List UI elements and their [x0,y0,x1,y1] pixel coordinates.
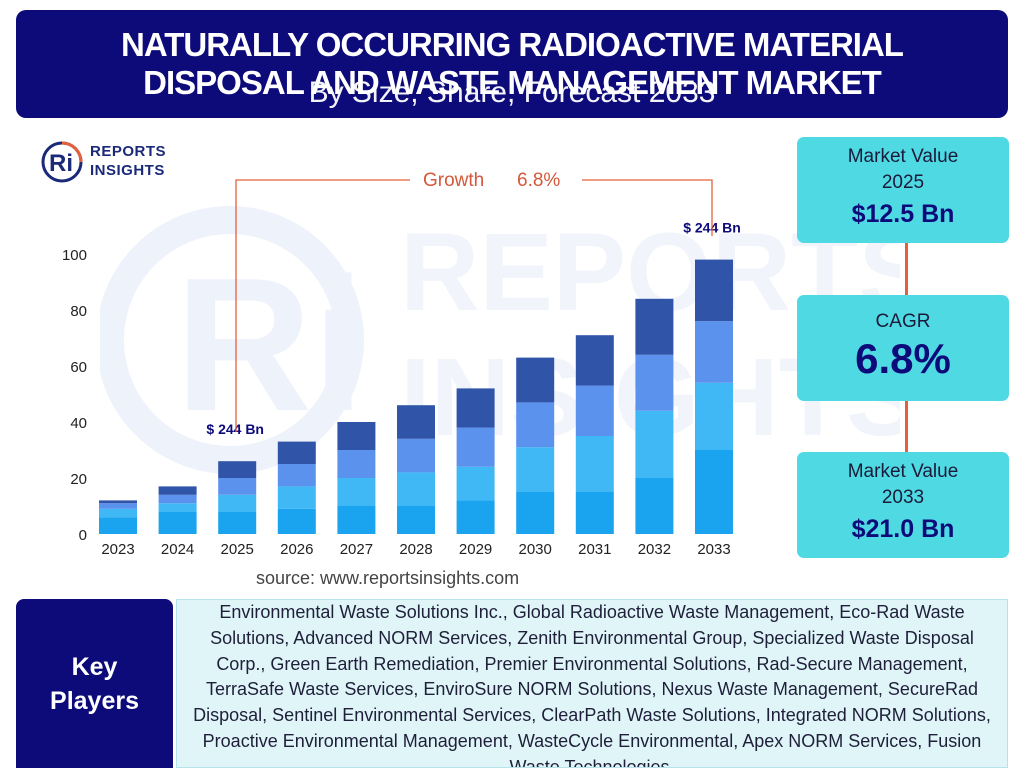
bar-2028-segment-2 [397,472,435,506]
bar-2025-segment-4 [218,461,257,478]
bars-group [99,259,733,534]
bar-2027-segment-1 [337,506,376,534]
growth-line-right [582,179,713,236]
y-tick-label-4: 80 [70,303,87,320]
x-tick-label-2025: 2025 [221,541,254,558]
y-tick-label-1: 20 [70,471,87,488]
bar-2027-segment-3 [337,450,376,478]
bar-2029-segment-1 [456,500,495,534]
bar-2032-segment-1 [635,478,674,534]
logo-text-insights: INSIGHTS [90,162,165,179]
bar-2032-segment-4 [635,298,674,355]
y-tick-label-5: 100 [62,247,87,264]
bar-2029-segment-2 [456,466,495,501]
x-tick-label-2026: 2026 [280,541,313,558]
bar-2027-segment-4 [337,422,376,450]
bar-2029-segment-3 [456,427,495,467]
x-tick-label-2031: 2031 [578,541,611,558]
y-tick-label-0: 0 [79,527,87,544]
logo-mark-text: Ri [49,150,73,177]
annotation-2025: $ 244 Bn [206,421,264,437]
bar-2029-segment-4 [456,388,495,428]
key-players-list: Environmental Waste Solutions Inc., Glob… [176,599,1008,768]
x-tick-label-2024: 2024 [161,541,194,558]
bar-2023-segment-4 [99,500,137,504]
logo-text-reports: REPORTS [90,143,167,160]
kpi-connector-2 [905,401,908,452]
bar-2024-segment-1 [158,511,197,534]
y-tick-label-2: 40 [70,415,87,432]
title-line-2: DISPOSAL AND WASTE MANAGEMENT MARKET [143,64,882,101]
growth-value: 6.8% [517,170,560,191]
bar-2026-segment-4 [277,441,316,464]
x-axis: 2023 2024 2025 2026 2027 2028 2029 2030 2031 2032… [101,541,730,558]
kpi-2033-label: Market Value [847,461,959,482]
title-subtitle: By Size, Share, Forecast 2033 [308,76,716,109]
x-tick-label-2030: 2030 [519,541,552,558]
bar-2033-segment-4 [695,259,733,322]
bar-2030-segment-1 [516,492,555,534]
bar-2024-segment-4 [158,486,197,495]
x-tick-label-2029: 2029 [459,541,492,558]
kpi-2033-year: 2033 [881,487,925,508]
bar-2030-segment-2 [516,447,555,492]
x-tick-label-2027: 2027 [340,541,373,558]
bar-2030-segment-3 [516,402,555,448]
x-tick-label-2028: 2028 [399,541,432,558]
bar-2032-segment-2 [635,410,674,478]
title-banner: By Size, Share, Forecast 2033 NATURALLY … [16,10,1008,118]
bar-2032-segment-3 [635,354,674,411]
x-tick-label-2032: 2032 [638,541,671,558]
key-players-heading: Key Players [16,599,173,768]
x-tick-label-2023: 2023 [101,541,134,558]
kpi-cagr-value: 6.8% [855,335,951,382]
bar-2031-segment-1 [575,492,614,534]
bar-2026-segment-1 [277,508,316,534]
bar-2023-segment-1 [99,517,137,534]
growth-label: Growth [423,170,484,191]
bar-2031-segment-3 [575,385,614,436]
company-logo: Ri REPORTS INSIGHTS [40,140,200,184]
bar-2023-segment-2 [99,508,137,518]
bar-2031-segment-2 [575,436,614,492]
bar-2025-segment-1 [218,511,257,534]
x-tick-label-2033: 2033 [697,541,730,558]
bar-2033-segment-2 [695,382,733,450]
growth-indicator: Growth 6.8% [235,170,713,432]
bar-2033-segment-3 [695,321,733,383]
bar-2024-segment-3 [158,494,197,504]
kpi-2033-value: $21.0 Bn [851,515,955,543]
bar-2026-segment-2 [277,486,316,509]
source-text: source: www.reportsinsights.com [256,568,520,588]
bar-2023-segment-3 [99,503,137,509]
bar-2025-segment-2 [218,494,257,512]
bar-2031-segment-4 [575,335,614,386]
y-axis: 0 20 40 60 80 100 [62,247,87,544]
bar-2024-segment-2 [158,503,197,512]
logo-mark-icon: Ri [41,141,83,183]
bar-2027-segment-2 [337,478,376,506]
svg-text:Ri: Ri [175,239,365,451]
growth-line-left [235,179,410,432]
key-players-title-line-1: Key [71,652,118,681]
bar-2026-segment-3 [277,464,316,487]
kpi-2025-value: $12.5 Bn [851,200,955,228]
y-tick-label-3: 60 [70,359,87,376]
kpi-market-value-2025: Market Value 2025 $12.5 Bn [797,137,1009,243]
bar-2025-segment-3 [218,478,257,495]
kpi-cagr-label: CAGR [875,311,931,332]
bar-2028-segment-1 [397,506,435,534]
key-players-title-line-2: Players [50,686,139,715]
kpi-2025-year: 2025 [881,172,925,193]
title-line-1: NATURALLY OCCURRING RADIOACTIVE MATERIAL [121,26,904,63]
kpi-cagr: CAGR 6.8% [797,295,1009,401]
kpi-connector-1 [905,243,908,295]
kpi-2025-label: Market Value [847,146,959,167]
bar-2028-segment-3 [397,438,435,473]
bar-2030-segment-4 [516,357,555,403]
bar-2028-segment-4 [397,405,435,439]
bar-2033-segment-1 [695,450,733,534]
kpi-market-value-2033: Market Value 2033 $21.0 Bn [797,452,1009,558]
